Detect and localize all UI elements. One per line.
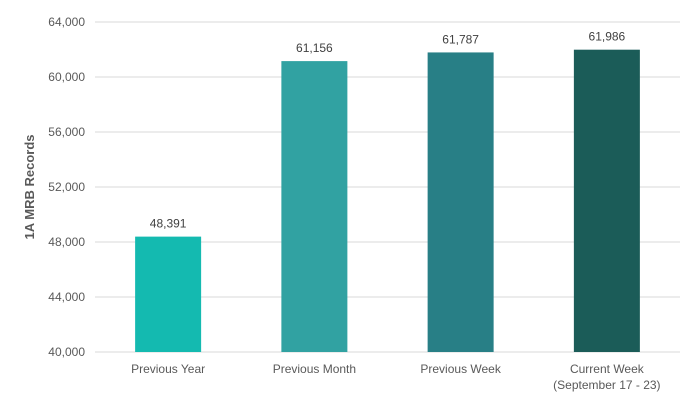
- x-category-label-line: Previous Year: [131, 362, 205, 376]
- x-category-label: Previous Year: [131, 362, 205, 376]
- x-category-label-line: (September 17 - 23): [553, 378, 660, 392]
- x-category-label-line: Current Week: [570, 362, 645, 376]
- y-tick-label: 40,000: [48, 345, 85, 359]
- bar: [573, 49, 640, 352]
- data-label: 61,787: [442, 32, 479, 46]
- x-category-label-line: Previous Month: [273, 362, 356, 376]
- x-category-label: Previous Month: [273, 362, 356, 376]
- data-label: 61,986: [589, 30, 626, 44]
- data-label: 48,391: [150, 217, 187, 231]
- x-category-label-line: Previous Week: [420, 362, 501, 376]
- bar: [135, 236, 202, 352]
- y-tick-label: 60,000: [48, 70, 85, 84]
- bar: [427, 52, 494, 353]
- data-label: 61,156: [296, 41, 333, 55]
- y-tick-label: 48,000: [48, 235, 85, 249]
- bars: [135, 49, 640, 353]
- x-category-label: Current Week (September 17 - 23): [553, 362, 660, 392]
- y-tick-label: 56,000: [48, 125, 85, 139]
- x-category-label: Previous Week: [420, 362, 501, 376]
- y-tick-label: 44,000: [48, 290, 85, 304]
- y-tick-label: 64,000: [48, 15, 85, 29]
- y-axis-title: 1A MRB Records: [22, 135, 37, 240]
- bar: [281, 61, 348, 352]
- labels: 48,391 Previous Year 61,156 Previous Month 6…: [131, 30, 660, 392]
- axes: 40,000 44,000 48,000 52,000 56,000 60,000 64,0…: [48, 15, 85, 359]
- y-tick-label: 52,000: [48, 180, 85, 194]
